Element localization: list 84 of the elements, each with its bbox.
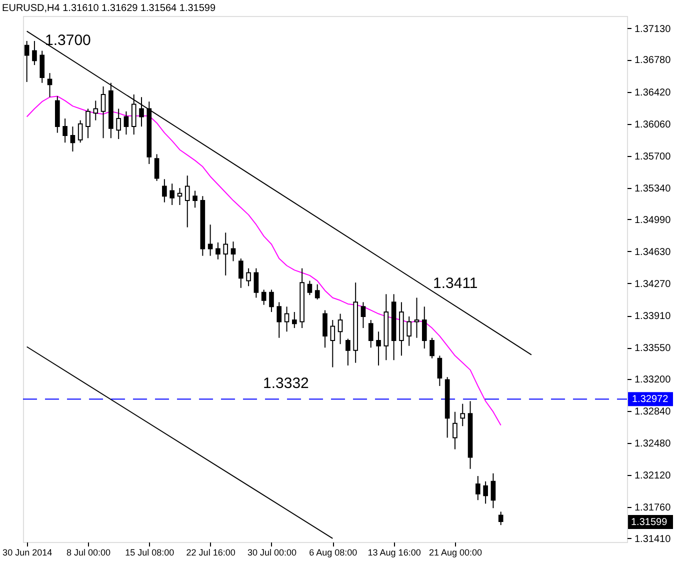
candlestick <box>177 188 182 206</box>
candlestick <box>261 289 266 306</box>
candlestick <box>276 302 282 338</box>
candlestick <box>330 320 336 368</box>
candlestick <box>124 110 129 136</box>
y-tick-label: 1.32120 <box>634 470 672 482</box>
candlestick <box>346 338 350 366</box>
y-tick-label: 1.34630 <box>634 246 672 258</box>
y-tick-label: 1.32840 <box>634 406 672 418</box>
candlestick <box>452 411 458 450</box>
candlestick <box>338 313 343 345</box>
candlestick <box>284 306 290 332</box>
candlestick <box>430 337 434 359</box>
candlestick <box>230 241 236 262</box>
y-tick-label: 1.34990 <box>634 214 672 226</box>
y-tick-label: 1.31760 <box>634 502 672 514</box>
candlestick <box>414 297 420 338</box>
y-tick-label: 1.35700 <box>634 151 672 162</box>
candlestick <box>139 96 144 128</box>
annotation: 1.3700 <box>45 32 91 49</box>
y-tick-label: 1.33910 <box>634 311 672 322</box>
candlestick <box>292 311 297 329</box>
annotation: 1.3411 <box>433 275 478 292</box>
y-tick-label: 1.37130 <box>634 24 672 35</box>
candlestick <box>406 316 412 346</box>
x-tick-label: 21 Aug 00:00 <box>428 548 482 558</box>
text: 1.31599 <box>631 517 668 528</box>
y-tick-label: 1.35340 <box>634 184 672 195</box>
candlestick <box>246 268 251 287</box>
candlestick <box>322 310 328 348</box>
candlestick <box>476 476 480 501</box>
x-tick-label: 6 Aug 08:00 <box>309 548 358 558</box>
candlestick <box>32 40 37 66</box>
candlestick <box>269 289 274 312</box>
x-tick-label: 22 Jul 16:00 <box>186 548 236 558</box>
candlestick <box>498 511 504 526</box>
candlestick <box>314 284 320 300</box>
candlestick <box>116 108 121 140</box>
candlestick <box>483 480 488 504</box>
x-tick-label: 30 Jun 2014 <box>2 548 52 558</box>
candlestick <box>78 120 83 144</box>
y-tick-label: 1.36420 <box>634 87 672 98</box>
candlestick <box>47 72 52 98</box>
candlestick <box>254 268 259 298</box>
x-tick-label: 13 Aug 16:00 <box>368 548 421 558</box>
ref-line-label: 1.32972 <box>632 394 669 406</box>
candlestick <box>62 118 68 144</box>
candlestick <box>93 100 98 121</box>
candlestick <box>100 86 106 139</box>
x-tick-label: 30 Jul 00:00 <box>247 548 297 558</box>
candlestick <box>422 306 427 350</box>
candlestick <box>70 126 76 152</box>
candlestick <box>216 242 220 260</box>
y-tick-label: 1.33200 <box>634 374 672 386</box>
candlestick <box>40 50 45 84</box>
candlestick <box>184 175 190 228</box>
chart-title: EURUSD,H4 1.31610 1.31629 1.31564 1.31599 <box>2 3 216 14</box>
candlestick <box>170 183 174 206</box>
y-tick-label: 1.34270 <box>634 278 672 290</box>
candlestick <box>24 40 30 82</box>
y-tick-label: 1.33550 <box>634 343 672 354</box>
annotation: 1.3332 <box>263 375 309 392</box>
candlestick <box>86 108 90 139</box>
candlestick <box>307 280 312 296</box>
y-tick-label: 1.31410 <box>634 534 672 545</box>
candlestick <box>376 331 381 366</box>
y-tick-label: 1.36780 <box>634 55 672 66</box>
y-tick-label: 1.32480 <box>634 438 672 450</box>
x-tick-label: 8 Jul 00:00 <box>66 548 111 558</box>
x-tick-label: 15 Jul 08:00 <box>125 548 174 558</box>
candlestick <box>368 320 374 348</box>
candlestick <box>131 94 136 136</box>
candlestick <box>490 472 496 509</box>
candlestick <box>154 154 160 182</box>
candlestick <box>208 224 213 256</box>
y-tick-label: 1.36060 <box>634 119 672 130</box>
candlestick <box>360 302 366 329</box>
candlestick <box>192 190 198 208</box>
candlestick <box>437 355 442 386</box>
candlestick <box>238 258 244 288</box>
line-series <box>26 96 502 426</box>
candlestick <box>460 403 466 427</box>
candlestick <box>223 232 228 276</box>
candlestick <box>162 178 167 203</box>
